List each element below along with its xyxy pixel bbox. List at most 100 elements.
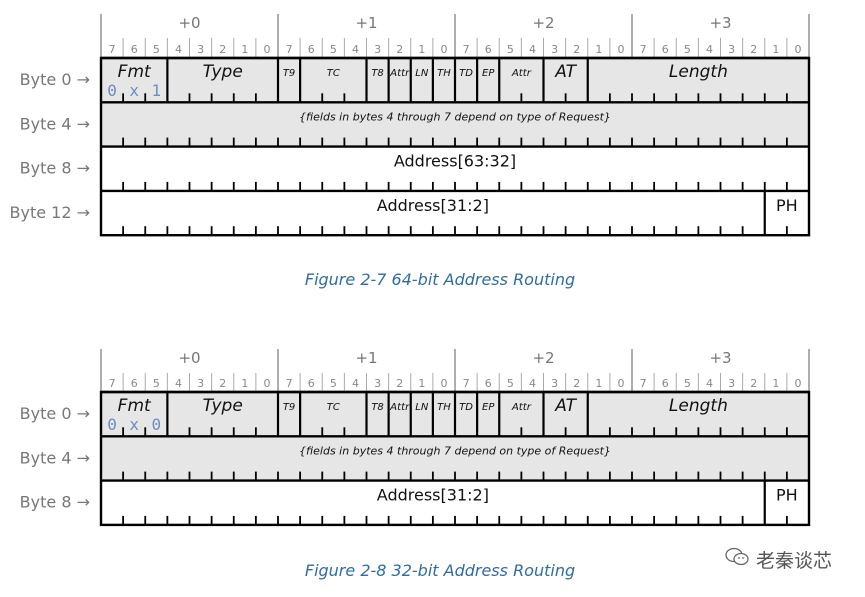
bit-number: 3 xyxy=(374,43,381,56)
bit-number: 5 xyxy=(330,43,337,56)
row-label: Byte 8 → xyxy=(20,159,90,178)
watermark: 老秦谈芯 xyxy=(724,546,832,573)
bit-number: 2 xyxy=(396,377,403,390)
field-label: Length xyxy=(669,396,728,416)
fmt-value-char: x xyxy=(129,415,139,434)
byte-offset-label: +3 xyxy=(709,349,731,367)
bit-number: 4 xyxy=(529,43,536,56)
fmt-value-char: x xyxy=(129,81,139,100)
bit-number: 0 xyxy=(263,377,270,390)
field-label: Type xyxy=(203,396,243,416)
bit-number: 5 xyxy=(330,377,337,390)
bit-number: 4 xyxy=(352,43,359,56)
bit-number: 6 xyxy=(131,377,138,390)
field-label: Address[31:2] xyxy=(377,196,489,215)
row-label: Byte 0 → xyxy=(20,70,90,89)
fmt-value-char: 1 xyxy=(151,81,161,100)
bit-number: 6 xyxy=(131,43,138,56)
row-label: Byte 4 → xyxy=(20,114,90,133)
bit-number: 1 xyxy=(772,377,779,390)
byte-offset-label: +3 xyxy=(709,14,731,32)
field-label: Address[63:32] xyxy=(394,152,516,171)
bit-number: 6 xyxy=(485,377,492,390)
bit-number: 2 xyxy=(750,377,757,390)
field-label: PH xyxy=(776,486,798,505)
bit-number: 6 xyxy=(662,43,669,56)
bit-number: 6 xyxy=(485,43,492,56)
bit-number: 1 xyxy=(595,377,602,390)
bit-number: 6 xyxy=(308,377,315,390)
bit-number: 0 xyxy=(263,43,270,56)
bit-number: 3 xyxy=(728,43,735,56)
bit-number: 1 xyxy=(595,43,602,56)
row-label: Byte 4 → xyxy=(20,448,90,467)
byte-offset-label: +0 xyxy=(178,14,200,32)
bit-number: 0 xyxy=(440,43,447,56)
bit-number: 3 xyxy=(728,377,735,390)
field-label: T8 xyxy=(371,68,383,79)
figure-caption-2-7: Figure 2-7 64-bit Address Routing xyxy=(304,270,576,289)
field-label: Attr xyxy=(389,68,410,79)
watermark-text: 老秦谈芯 xyxy=(756,550,833,572)
bit-number: 0 xyxy=(617,43,624,56)
bit-number: 5 xyxy=(153,43,160,56)
field-label: Attr xyxy=(511,402,532,413)
row-label: Byte 8 → xyxy=(20,493,90,512)
fmt-value-char: 0 xyxy=(107,415,117,434)
field-label: Attr xyxy=(389,402,410,413)
field-label: AT xyxy=(554,396,577,416)
bit-number: 5 xyxy=(684,377,691,390)
bit-number: 7 xyxy=(286,377,293,390)
bit-number: 2 xyxy=(573,377,580,390)
field-label: {fields in bytes 4 through 7 depend on t… xyxy=(299,110,611,123)
bit-number: 1 xyxy=(772,43,779,56)
bit-number: 5 xyxy=(684,43,691,56)
field-label: EP xyxy=(482,402,495,413)
fmt-value-char: 0 xyxy=(107,81,117,100)
field-label: Type xyxy=(203,62,243,82)
bit-number: 2 xyxy=(750,43,757,56)
bit-number: 3 xyxy=(197,377,204,390)
bit-number: 6 xyxy=(662,377,669,390)
bit-number: 1 xyxy=(241,43,248,56)
byte-offset-label: +1 xyxy=(355,349,377,367)
field-label: T9 xyxy=(283,68,295,79)
field-label: TH xyxy=(437,68,451,79)
bit-number: 2 xyxy=(219,43,226,56)
bit-number: 5 xyxy=(507,377,514,390)
field-label: PH xyxy=(776,196,798,215)
field-label: EP xyxy=(482,68,495,79)
field-label: AT xyxy=(554,62,577,82)
bit-number: 4 xyxy=(529,377,536,390)
byte-offset-label: +2 xyxy=(532,349,554,367)
wechat-icon xyxy=(724,546,750,573)
field-label: TC xyxy=(327,402,340,413)
bit-number: 0 xyxy=(794,377,801,390)
field-label: Attr xyxy=(511,68,532,79)
bit-number: 0 xyxy=(440,377,447,390)
diagram-border xyxy=(99,390,811,527)
field-label: LN xyxy=(415,402,429,413)
figure-caption-2-8: Figure 2-8 32-bit Address Routing xyxy=(304,561,576,580)
bit-number: 4 xyxy=(175,377,182,390)
bit-number: 7 xyxy=(640,377,647,390)
bit-number: 7 xyxy=(109,43,116,56)
field-label: TD xyxy=(459,402,473,413)
bit-number: 0 xyxy=(794,43,801,56)
bit-number: 1 xyxy=(418,43,425,56)
row-label: Byte 12 → xyxy=(10,203,91,222)
field-label: T8 xyxy=(371,402,383,413)
field-label: Fmt xyxy=(118,396,152,416)
bit-number: 6 xyxy=(308,43,315,56)
byte-offset-label: +2 xyxy=(532,14,554,32)
field-label: TD xyxy=(459,68,473,79)
field-label: LN xyxy=(415,68,429,79)
bit-number: 1 xyxy=(418,377,425,390)
bit-number: 2 xyxy=(219,377,226,390)
row-label: Byte 0 → xyxy=(20,404,90,423)
bit-number: 4 xyxy=(706,377,713,390)
fmt-value-char: 0 xyxy=(151,415,161,434)
bit-number: 7 xyxy=(463,377,470,390)
byte-offset-label: +1 xyxy=(355,14,377,32)
